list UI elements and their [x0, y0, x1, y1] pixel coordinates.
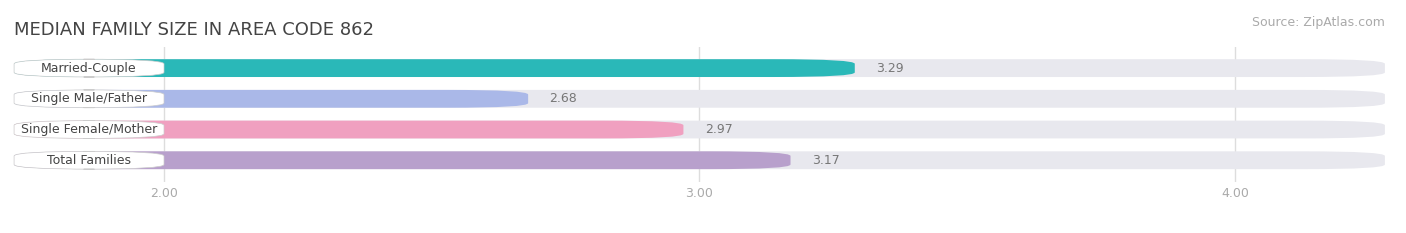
Text: Single Female/Mother: Single Female/Mother	[21, 123, 157, 136]
FancyBboxPatch shape	[14, 59, 1385, 77]
FancyBboxPatch shape	[14, 59, 855, 77]
Text: 3.17: 3.17	[811, 154, 839, 167]
Text: Single Male/Father: Single Male/Father	[31, 92, 148, 105]
FancyBboxPatch shape	[14, 121, 1385, 138]
Text: Source: ZipAtlas.com: Source: ZipAtlas.com	[1251, 16, 1385, 29]
FancyBboxPatch shape	[14, 151, 165, 169]
Text: 3.29: 3.29	[876, 62, 904, 75]
Text: Married-Couple: Married-Couple	[41, 62, 136, 75]
FancyBboxPatch shape	[14, 151, 1385, 169]
Text: 2.68: 2.68	[550, 92, 578, 105]
Text: 2.97: 2.97	[704, 123, 733, 136]
FancyBboxPatch shape	[14, 151, 790, 169]
FancyBboxPatch shape	[14, 90, 165, 108]
FancyBboxPatch shape	[14, 90, 1385, 108]
FancyBboxPatch shape	[14, 121, 165, 138]
Text: Total Families: Total Families	[46, 154, 131, 167]
FancyBboxPatch shape	[14, 59, 165, 77]
Text: MEDIAN FAMILY SIZE IN AREA CODE 862: MEDIAN FAMILY SIZE IN AREA CODE 862	[14, 21, 374, 39]
FancyBboxPatch shape	[14, 121, 683, 138]
FancyBboxPatch shape	[14, 90, 529, 108]
